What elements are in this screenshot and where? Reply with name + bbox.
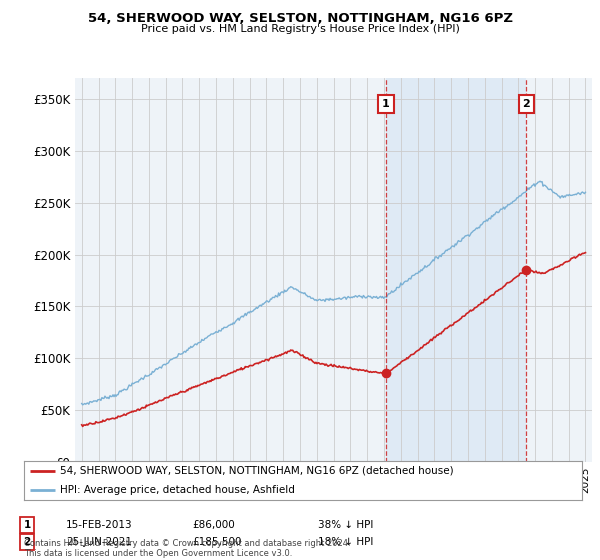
Text: HPI: Average price, detached house, Ashfield: HPI: Average price, detached house, Ashf…	[60, 485, 295, 495]
Text: Price paid vs. HM Land Registry's House Price Index (HPI): Price paid vs. HM Land Registry's House …	[140, 24, 460, 34]
Text: 54, SHERWOOD WAY, SELSTON, NOTTINGHAM, NG16 6PZ: 54, SHERWOOD WAY, SELSTON, NOTTINGHAM, N…	[88, 12, 512, 25]
Text: 2: 2	[23, 537, 31, 547]
Text: 2: 2	[523, 99, 530, 109]
Text: £185,500: £185,500	[192, 537, 241, 547]
Text: Contains HM Land Registry data © Crown copyright and database right 2024.
This d: Contains HM Land Registry data © Crown c…	[24, 539, 350, 558]
Text: 1: 1	[382, 99, 390, 109]
Text: 38% ↓ HPI: 38% ↓ HPI	[318, 520, 373, 530]
Text: 1: 1	[23, 520, 31, 530]
Text: £86,000: £86,000	[192, 520, 235, 530]
Text: 18% ↓ HPI: 18% ↓ HPI	[318, 537, 373, 547]
Text: 15-FEB-2013: 15-FEB-2013	[66, 520, 133, 530]
Bar	[386, 78, 526, 462]
Text: 54, SHERWOOD WAY, SELSTON, NOTTINGHAM, NG16 6PZ (detached house): 54, SHERWOOD WAY, SELSTON, NOTTINGHAM, N…	[60, 466, 454, 476]
Text: 25-JUN-2021: 25-JUN-2021	[66, 537, 132, 547]
